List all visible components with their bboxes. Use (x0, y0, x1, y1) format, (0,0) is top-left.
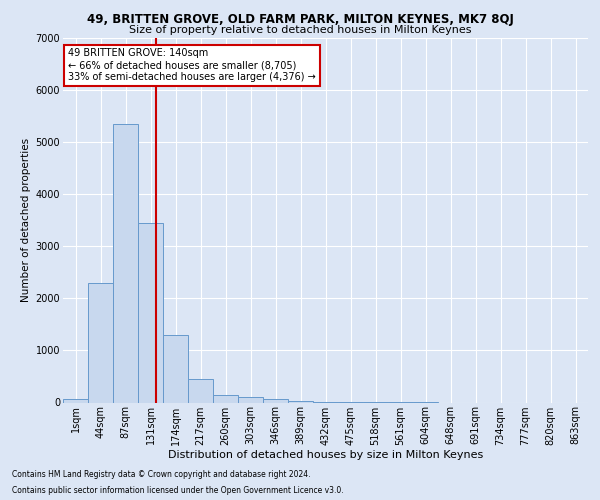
Y-axis label: Number of detached properties: Number of detached properties (22, 138, 31, 302)
Text: Contains HM Land Registry data © Crown copyright and database right 2024.: Contains HM Land Registry data © Crown c… (12, 470, 311, 479)
Bar (213, 394, 238, 402)
Bar (238, 398, 263, 402)
Bar (188, 379, 213, 402)
Text: Contains public sector information licensed under the Open Government Licence v3: Contains public sector information licen… (12, 486, 344, 495)
Bar (263, 399, 288, 402)
X-axis label: Distribution of detached houses by size in Milton Keynes: Distribution of detached houses by size … (168, 450, 483, 460)
Bar (63, 398, 88, 402)
Bar (163, 334, 188, 402)
Bar (288, 401, 313, 402)
Bar (113, 124, 138, 402)
Bar (88, 282, 113, 403)
Text: 49 BRITTEN GROVE: 140sqm
← 66% of detached houses are smaller (8,705)
33% of sem: 49 BRITTEN GROVE: 140sqm ← 66% of detach… (68, 48, 316, 82)
Text: Size of property relative to detached houses in Milton Keynes: Size of property relative to detached ho… (129, 25, 471, 35)
Text: 49, BRITTEN GROVE, OLD FARM PARK, MILTON KEYNES, MK7 8QJ: 49, BRITTEN GROVE, OLD FARM PARK, MILTON… (86, 12, 514, 26)
Bar (138, 222, 163, 402)
